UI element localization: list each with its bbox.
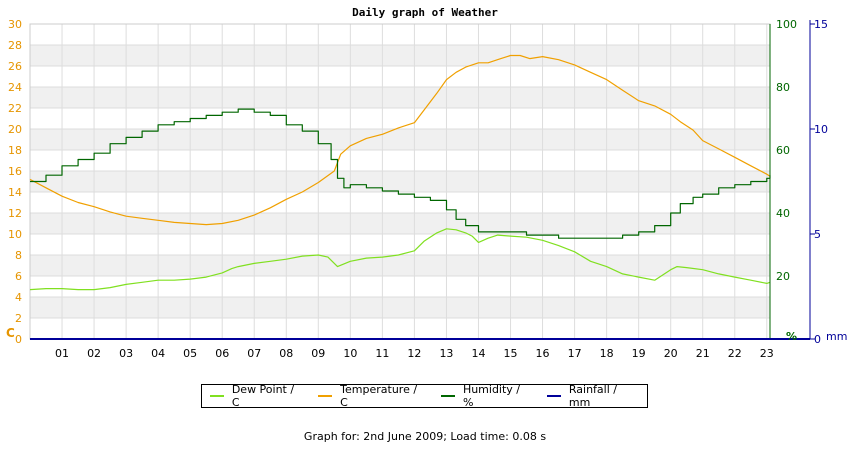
right-axis-humidity: 20 40 60 80 100 [769, 18, 797, 339]
x-axis-tick-label: 09 [311, 347, 325, 360]
legend-label: Rainfall / mm [568, 383, 617, 409]
right-axis-rainfall-unit: mm [826, 330, 847, 343]
left-axis-tick-label: 12 [8, 207, 22, 220]
grid-band [30, 66, 770, 87]
x-axis-tick-label: 17 [568, 347, 582, 360]
x-axis-tick-label: 03 [119, 347, 133, 360]
x-axis-tick-label: 14 [471, 347, 485, 360]
legend-label: Humidity / % [462, 383, 521, 409]
legend-item: Humidity / % [441, 383, 533, 409]
x-axis-tick-label: 18 [600, 347, 614, 360]
left-axis-tick-label: 16 [8, 165, 22, 178]
chart-legend: Dew Point / C Temperature / C Humidity / %… [201, 383, 648, 409]
x-axis-tick-label: 02 [87, 347, 101, 360]
x-axis-tick-label: 05 [183, 347, 197, 360]
left-axis-tick-label: 30 [8, 18, 22, 31]
x-axis: 01 02 03 04 05 06 07 08 09 10 11 12 13 14 15 16 17 18 19 20… [30, 338, 810, 360]
series-line-1 [29, 228, 771, 291]
grid-band [30, 171, 770, 192]
right-axis-rainfall: 0 5 10 15 [809, 18, 828, 346]
right-axis-humidity-tick-label: 80 [776, 81, 790, 94]
grid-band [30, 87, 770, 108]
right-axis-rainfall-tick-label: 15 [814, 18, 828, 31]
left-axis-tick-label: 28 [8, 39, 22, 52]
grid-band [30, 255, 770, 276]
right-axis-humidity-unit: % [786, 330, 797, 343]
x-axis-tick-label: 04 [151, 347, 165, 360]
legend-item: Rainfall / mm [547, 383, 641, 409]
grid-band [30, 276, 770, 297]
right-axis-humidity-tick-label: 20 [776, 270, 790, 283]
grid-band [30, 129, 770, 150]
x-axis-tick-label: 15 [504, 347, 518, 360]
x-axis-tick-label: 07 [247, 347, 261, 360]
left-axis-tick-label: 10 [8, 228, 22, 241]
plot-background-bands [30, 24, 770, 339]
right-axis-rainfall-tick-label: 10 [814, 123, 828, 136]
left-axis-tick-label: 26 [8, 60, 22, 73]
legend-item: Temperature / C [318, 383, 427, 409]
grid-band [30, 150, 770, 171]
legend-swatch [547, 395, 561, 397]
left-axis-tick-label: 20 [8, 123, 22, 136]
right-axis-humidity-tick-label: 40 [776, 207, 790, 220]
left-axis-tick-label: 22 [8, 102, 22, 115]
x-axis-tick-label: 11 [375, 347, 389, 360]
x-axis-tick-label: 10 [343, 347, 357, 360]
left-axis-tick-label: 6 [15, 270, 22, 283]
x-axis-tick-label: 19 [632, 347, 646, 360]
chart-title: Daily graph of Weather [352, 6, 498, 19]
right-axis-rainfall-tick-label: 0 [814, 333, 821, 346]
x-axis-tick-label: 21 [696, 347, 710, 360]
grid-band [30, 234, 770, 255]
series-line-2 [29, 54, 771, 226]
legend-label: Temperature / C [340, 383, 418, 409]
legend-swatch [210, 395, 224, 397]
left-axis-tick-label: 18 [8, 144, 22, 157]
legend-swatch [318, 395, 333, 397]
x-axis-tick-label: 01 [55, 347, 69, 360]
left-axis-tick-label: 8 [15, 249, 22, 262]
left-axis-tick-label: 0 [15, 333, 22, 346]
right-axis-humidity-tick-label: 100 [776, 18, 797, 31]
left-axis-tick-label: 2 [15, 312, 22, 325]
left-axis-tick-label: 24 [8, 81, 22, 94]
grid-band [30, 45, 770, 66]
x-axis-tick-label: 20 [664, 347, 678, 360]
x-axis-tick-label: 22 [728, 347, 742, 360]
footer-info: Graph for: 2nd June 2009; Load time: 0.0… [303, 430, 547, 443]
right-axis-humidity-tick-label: 60 [776, 144, 790, 157]
grid-band [30, 318, 770, 339]
grid-band [30, 108, 770, 129]
x-axis-tick-label: 12 [407, 347, 421, 360]
series-line-3 [30, 108, 771, 239]
legend-item: Dew Point / C [210, 383, 304, 409]
x-axis-tick-label: 06 [215, 347, 229, 360]
legend-swatch [441, 395, 455, 397]
grid-band [30, 297, 770, 318]
right-axis-rainfall-tick-label: 5 [814, 228, 821, 241]
grid-band [30, 192, 770, 213]
legend-label: Dew Point / C [231, 383, 295, 409]
x-axis-tick-label: 16 [536, 347, 550, 360]
left-axis-tick-label: 14 [8, 186, 22, 199]
x-axis-tick-label: 13 [439, 347, 453, 360]
x-axis-tick-label: 23 [760, 347, 774, 360]
x-axis-tick-label: 08 [279, 347, 293, 360]
grid-lines [30, 23, 770, 339]
grid-band [30, 24, 770, 45]
left-axis-unit: C [6, 326, 15, 340]
left-axis-tick-label: 4 [15, 291, 22, 304]
grid-band [30, 213, 770, 234]
